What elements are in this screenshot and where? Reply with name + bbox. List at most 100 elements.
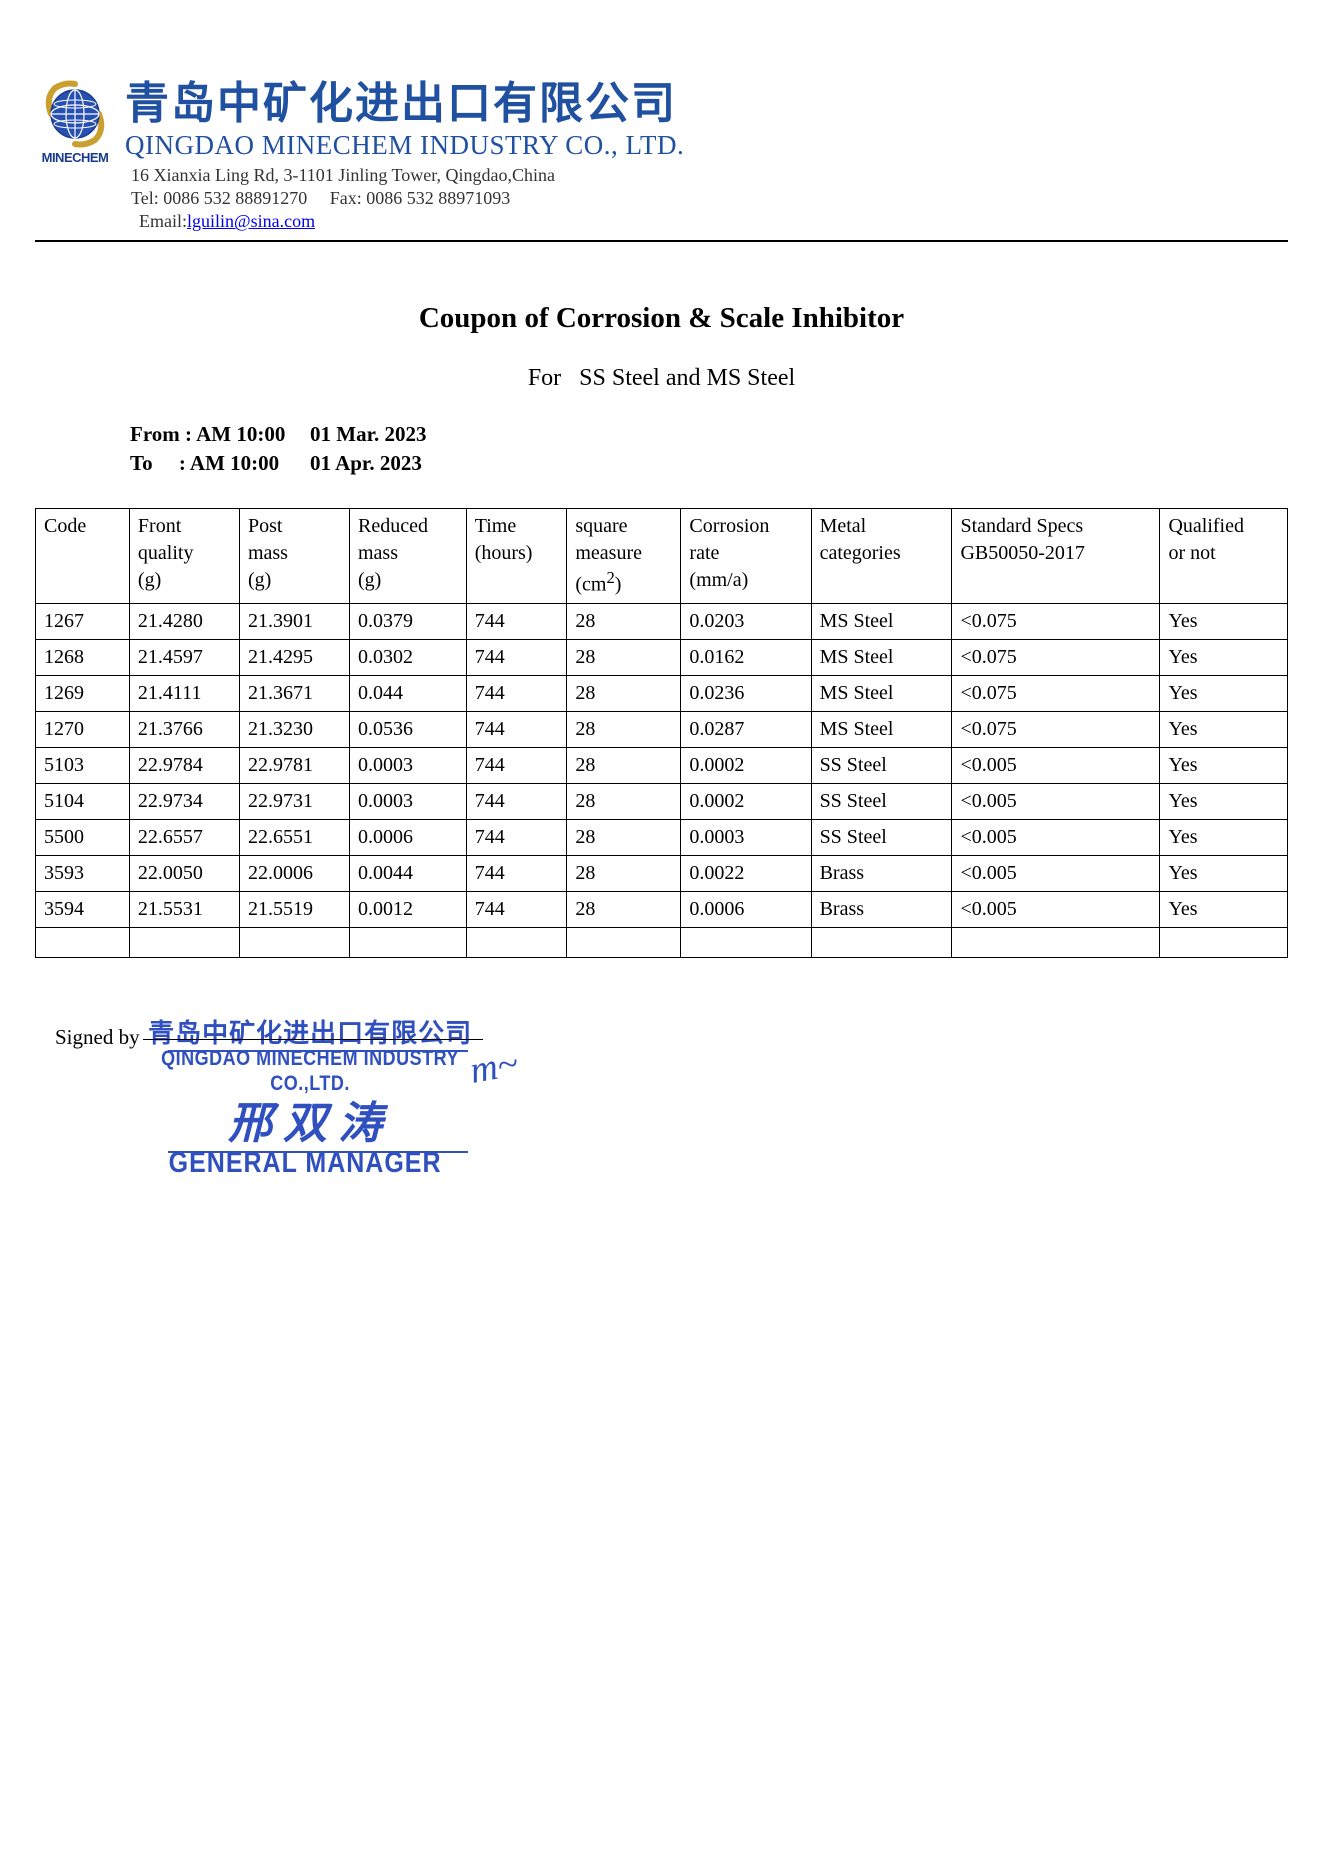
table-cell: Brass — [811, 856, 952, 892]
table-cell: 28 — [567, 892, 681, 928]
table-cell: 0.0003 — [349, 748, 466, 784]
tel-label: Tel: — [131, 188, 159, 208]
table-cell: Yes — [1160, 820, 1288, 856]
table-cell: 28 — [567, 748, 681, 784]
table-cell: 0.0287 — [681, 712, 811, 748]
email-link[interactable]: lguilin@sina.com — [187, 211, 315, 231]
col-header-post-mass: Postmass(g) — [239, 509, 349, 604]
table-cell: 0.0006 — [681, 892, 811, 928]
signature-stamp: 青岛中矿化进出口有限公司 QINGDAO MINECHEM INDUSTRY C… — [148, 1013, 488, 1178]
table-cell: 21.4295 — [239, 640, 349, 676]
table-cell: 5103 — [36, 748, 130, 784]
table-cell: 0.0012 — [349, 892, 466, 928]
table-cell — [811, 928, 952, 958]
fax-value: 0086 532 88971093 — [366, 188, 510, 208]
table-cell: 0.0006 — [349, 820, 466, 856]
stamp-signature-name: 邢 双 涛 — [148, 1087, 488, 1151]
table-cell: 744 — [466, 892, 567, 928]
col-header-corrosion-rate: Corrosionrate(mm/a) — [681, 509, 811, 604]
table-cell: MS Steel — [811, 640, 952, 676]
table-cell — [1160, 928, 1288, 958]
table-row: 359421.553121.55190.0012744280.0006Brass… — [36, 892, 1288, 928]
col-header-square-measure: squaremeasure(cm2) — [567, 509, 681, 604]
subtitle-text: SS Steel and MS Steel — [579, 365, 795, 391]
table-cell — [129, 928, 239, 958]
table-row: 510422.973422.97310.0003744280.0002SS St… — [36, 784, 1288, 820]
table-cell: 1269 — [36, 676, 130, 712]
table-cell: Yes — [1160, 604, 1288, 640]
subtitle-prefix: For — [528, 365, 561, 391]
table-cell: Yes — [1160, 784, 1288, 820]
table-cell: <0.005 — [952, 748, 1160, 784]
col-header-standard-specs: Standard SpecsGB50050-2017 — [952, 509, 1160, 604]
to-label: To : AM 10:00 — [130, 451, 310, 476]
tel-value: 0086 532 88891270 — [163, 188, 307, 208]
table-empty-row — [36, 928, 1288, 958]
table-cell: <0.075 — [952, 640, 1160, 676]
table-cell: 21.4597 — [129, 640, 239, 676]
table-cell: 28 — [567, 676, 681, 712]
table-cell: 0.0044 — [349, 856, 466, 892]
company-info: 青岛中矿化进出口有限公司 QINGDAO MINECHEM INDUSTRY C… — [125, 80, 1288, 232]
table-row: 359322.005022.00060.0044744280.0022Brass… — [36, 856, 1288, 892]
table-row: 126821.459721.42950.0302744280.0162MS St… — [36, 640, 1288, 676]
document-title: Coupon of Corrosion & Scale Inhibitor — [35, 302, 1288, 335]
col-header-reduced-mass: Reducedmass(g) — [349, 509, 466, 604]
table-cell: 28 — [567, 820, 681, 856]
table-cell — [952, 928, 1160, 958]
table-cell: 28 — [567, 856, 681, 892]
logo-text: MINECHEM — [42, 150, 109, 165]
table-cell: 744 — [466, 712, 567, 748]
table-cell: 21.3901 — [239, 604, 349, 640]
table-cell — [681, 928, 811, 958]
table-cell: 22.0050 — [129, 856, 239, 892]
to-date-row: To : AM 10:00 01 Apr. 2023 — [130, 451, 1288, 476]
table-cell: 744 — [466, 820, 567, 856]
table-cell: 0.0203 — [681, 604, 811, 640]
date-section: From : AM 10:00 01 Mar. 2023 To : AM 10:… — [130, 422, 1288, 476]
stamp-chinese: 青岛中矿化进出口有限公司 — [148, 1013, 488, 1050]
col-header-metal-categories: Metalcategories — [811, 509, 952, 604]
document-header: MINECHEM 青岛中矿化进出口有限公司 QINGDAO MINECHEM I… — [35, 80, 1288, 232]
table-cell: 0.044 — [349, 676, 466, 712]
table-row: 126921.411121.36710.044744280.0236MS Ste… — [36, 676, 1288, 712]
table-cell: 0.0236 — [681, 676, 811, 712]
table-cell: <0.075 — [952, 712, 1160, 748]
table-cell: 21.3766 — [129, 712, 239, 748]
table-cell: 0.0002 — [681, 784, 811, 820]
company-english-name: QINGDAO MINECHEM INDUSTRY CO., LTD. — [125, 130, 1288, 161]
email-label: Email: — [139, 211, 187, 231]
table-cell — [36, 928, 130, 958]
table-cell: MS Steel — [811, 676, 952, 712]
table-cell: 21.5519 — [239, 892, 349, 928]
from-label: From : AM 10:00 — [130, 422, 310, 447]
table-cell: Brass — [811, 892, 952, 928]
table-cell — [466, 928, 567, 958]
table-cell: 22.6551 — [239, 820, 349, 856]
table-cell: <0.005 — [952, 856, 1160, 892]
table-cell: 0.0003 — [681, 820, 811, 856]
table-cell — [349, 928, 466, 958]
corrosion-data-table: Code Frontquality(g) Postmass(g) Reduced… — [35, 508, 1288, 958]
table-cell: Yes — [1160, 748, 1288, 784]
table-cell: SS Steel — [811, 784, 952, 820]
stamp-general-manager: GENERAL MANAGER — [148, 1147, 488, 1180]
table-cell: 3593 — [36, 856, 130, 892]
table-cell: 21.3671 — [239, 676, 349, 712]
from-date: 01 Mar. 2023 — [310, 422, 490, 447]
table-cell: <0.005 — [952, 892, 1160, 928]
table-cell: 5104 — [36, 784, 130, 820]
table-cell: 0.0002 — [681, 748, 811, 784]
col-header-time: Time(hours) — [466, 509, 567, 604]
document-subtitle: For SS Steel and MS Steel — [35, 365, 1288, 392]
table-cell: 21.4280 — [129, 604, 239, 640]
table-cell: 0.0302 — [349, 640, 466, 676]
header-divider — [35, 240, 1288, 242]
table-cell: 22.0006 — [239, 856, 349, 892]
table-cell: 5500 — [36, 820, 130, 856]
table-cell: 28 — [567, 604, 681, 640]
table-cell: 744 — [466, 640, 567, 676]
table-cell: 744 — [466, 676, 567, 712]
table-cell: 1267 — [36, 604, 130, 640]
company-address: 16 Xianxia Ling Rd, 3-1101 Jinling Tower… — [125, 165, 1288, 186]
